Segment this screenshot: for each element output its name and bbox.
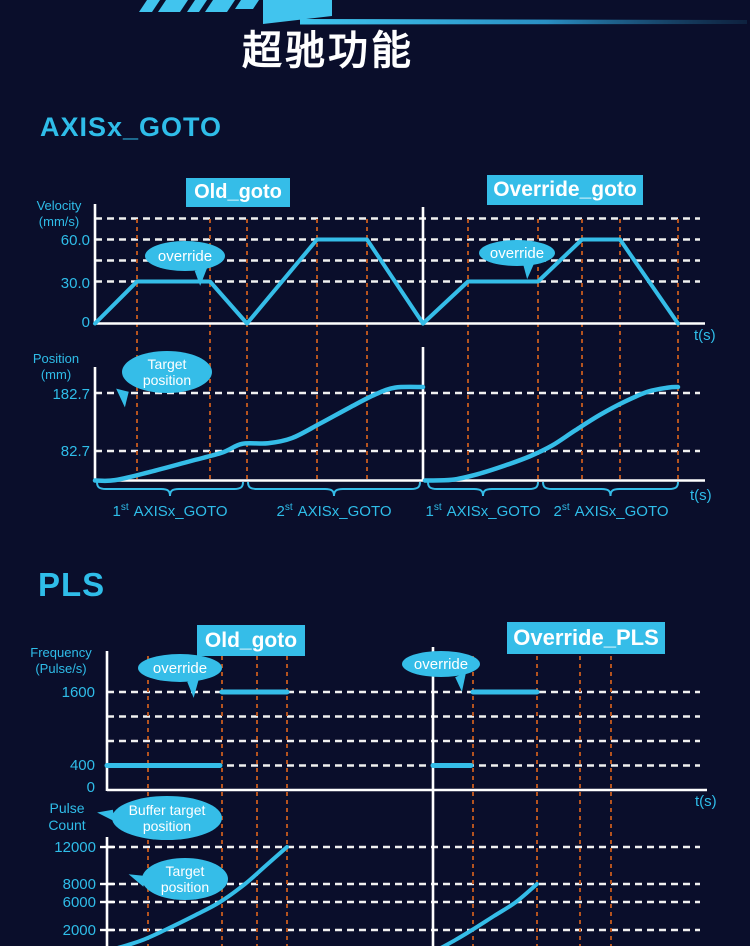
callout-tail (97, 809, 115, 825)
frequency-time-axis-label: t(s) (695, 793, 717, 810)
badge-old-goto-velocity: Old_goto (186, 178, 290, 207)
velocity-time-axis-label: t(s) (694, 327, 716, 344)
buffer-target-position-callout: Buffer target position (97, 796, 222, 840)
frequency-tick-1600: 1600 (61, 684, 95, 701)
pulse-tick-12000: 12000 (54, 839, 96, 856)
pulse-tick-8000: 8000 (62, 876, 96, 893)
pulse-tick-6000: 6000 (62, 894, 96, 911)
position-tick-182-7: 182.7 (52, 386, 90, 403)
badge-override-goto: Override_goto (487, 175, 643, 205)
phase-label-1st-axisx-goto-override: 1st AXISx_GOTO (425, 502, 541, 520)
phase-brace (542, 481, 679, 497)
pulse-tick-2000: 2000 (62, 922, 96, 939)
override-callout-velocity-override: override (479, 240, 555, 280)
velocity-tick-60: 60.0 (60, 232, 90, 249)
override-callout-frequency-override: override (402, 651, 480, 692)
frequency-tick-0: 0 (86, 779, 95, 796)
velocity-series-1 (421, 237, 680, 326)
position-axis-label: Position (mm) (32, 351, 80, 382)
velocity-tick-0: 0 (81, 314, 90, 331)
badge-override-pls: Override_PLS (507, 622, 665, 654)
decorative-header-graphic (139, 0, 747, 25)
override-callout-velocity-old: override (145, 241, 225, 286)
velocity-series-0 (93, 237, 425, 326)
target-position-callout: Target position (112, 351, 212, 408)
phase-brace (247, 481, 421, 497)
pulse-count-axis-label: Pulse Count (48, 800, 86, 833)
velocity-tick-30: 30.0 (60, 275, 90, 292)
position-series-1 (422, 384, 681, 483)
override-callout-frequency-old: override (138, 654, 222, 698)
target-position-pulse-callout: Target position (127, 858, 228, 900)
callout-tail (127, 874, 145, 887)
badge-old-goto-pls: Old_goto (197, 625, 305, 656)
velocity-axis-label: Velocity (mm/s) (36, 198, 82, 229)
phase-label-1st-axisx-goto-old: 1st AXISx_GOTO (112, 502, 228, 520)
position-series-0 (92, 384, 426, 484)
phase-label-2st-axisx-goto-override: 2st AXISx_GOTO (553, 502, 669, 520)
section-heading-pls: PLS (38, 566, 106, 603)
frequency-tick-400: 400 (69, 757, 95, 774)
pulse-series-1 (440, 882, 539, 946)
position-time-axis-label: t(s) (690, 487, 712, 504)
page-title: 超驰功能 (242, 29, 414, 73)
section-heading-axisx-goto: AXISx_GOTO (40, 112, 223, 142)
position-tick-82-7: 82.7 (60, 443, 90, 460)
pulse-series-0 (117, 845, 289, 946)
phase-label-2st-axisx-goto-old: 2st AXISx_GOTO (276, 502, 392, 520)
phase-brace (96, 481, 244, 497)
frequency-axis-label: Frequency (Pulse/s) (30, 645, 92, 676)
phase-brace (427, 481, 539, 497)
